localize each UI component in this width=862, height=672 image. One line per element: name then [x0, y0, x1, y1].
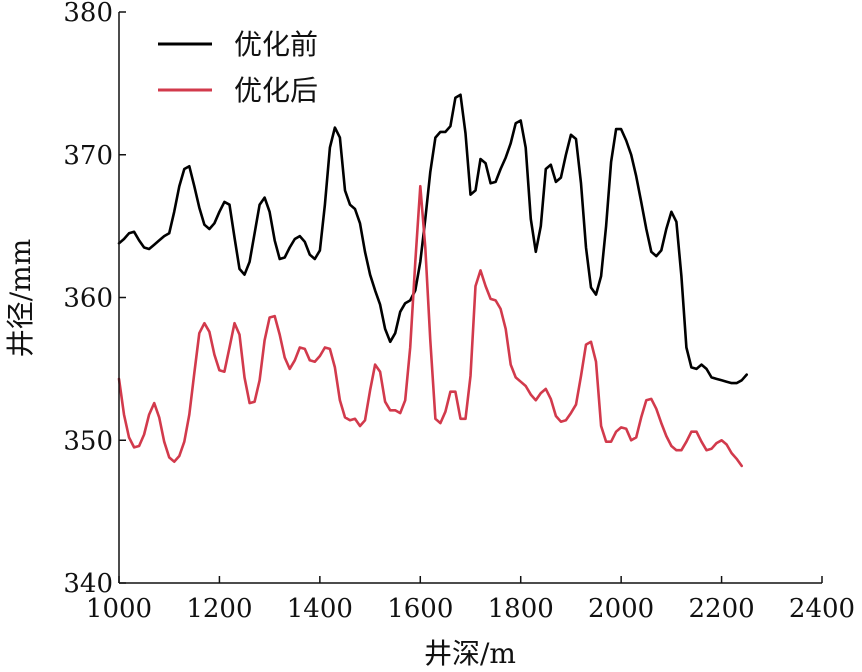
x-tick-label: 1800: [488, 594, 554, 624]
x-tick-label: 1600: [387, 594, 453, 624]
x-tick-label: 1200: [186, 594, 252, 624]
x-tick-label: 2200: [688, 594, 754, 624]
x-axis-title: 井深/m: [424, 637, 516, 670]
series-line-2: [117, 184, 743, 468]
x-tick-label: 2000: [588, 594, 654, 624]
x-tick-label: 1400: [287, 594, 353, 624]
y-tick-label: 380: [63, 0, 113, 28]
x-tick-label: 2400: [789, 594, 855, 624]
legend-label-1: 优化前: [234, 28, 318, 61]
y-tick-label: 360: [63, 284, 113, 314]
series-line-1: [117, 93, 748, 385]
y-axis-title: 井径/mm: [4, 239, 37, 358]
legend-label-2: 优化后: [234, 74, 318, 107]
y-axis-ticks: 340 350 360 370 380: [63, 0, 126, 599]
y-tick-label: 350: [63, 426, 113, 456]
y-tick-label: 340: [63, 569, 113, 599]
x-tick-label: 1000: [86, 594, 152, 624]
y-tick-label: 370: [63, 141, 113, 171]
series-layer: [117, 93, 748, 468]
x-axis-ticks: 1000 1200 1400 1600 1800 2000 2200 2400: [86, 576, 855, 624]
